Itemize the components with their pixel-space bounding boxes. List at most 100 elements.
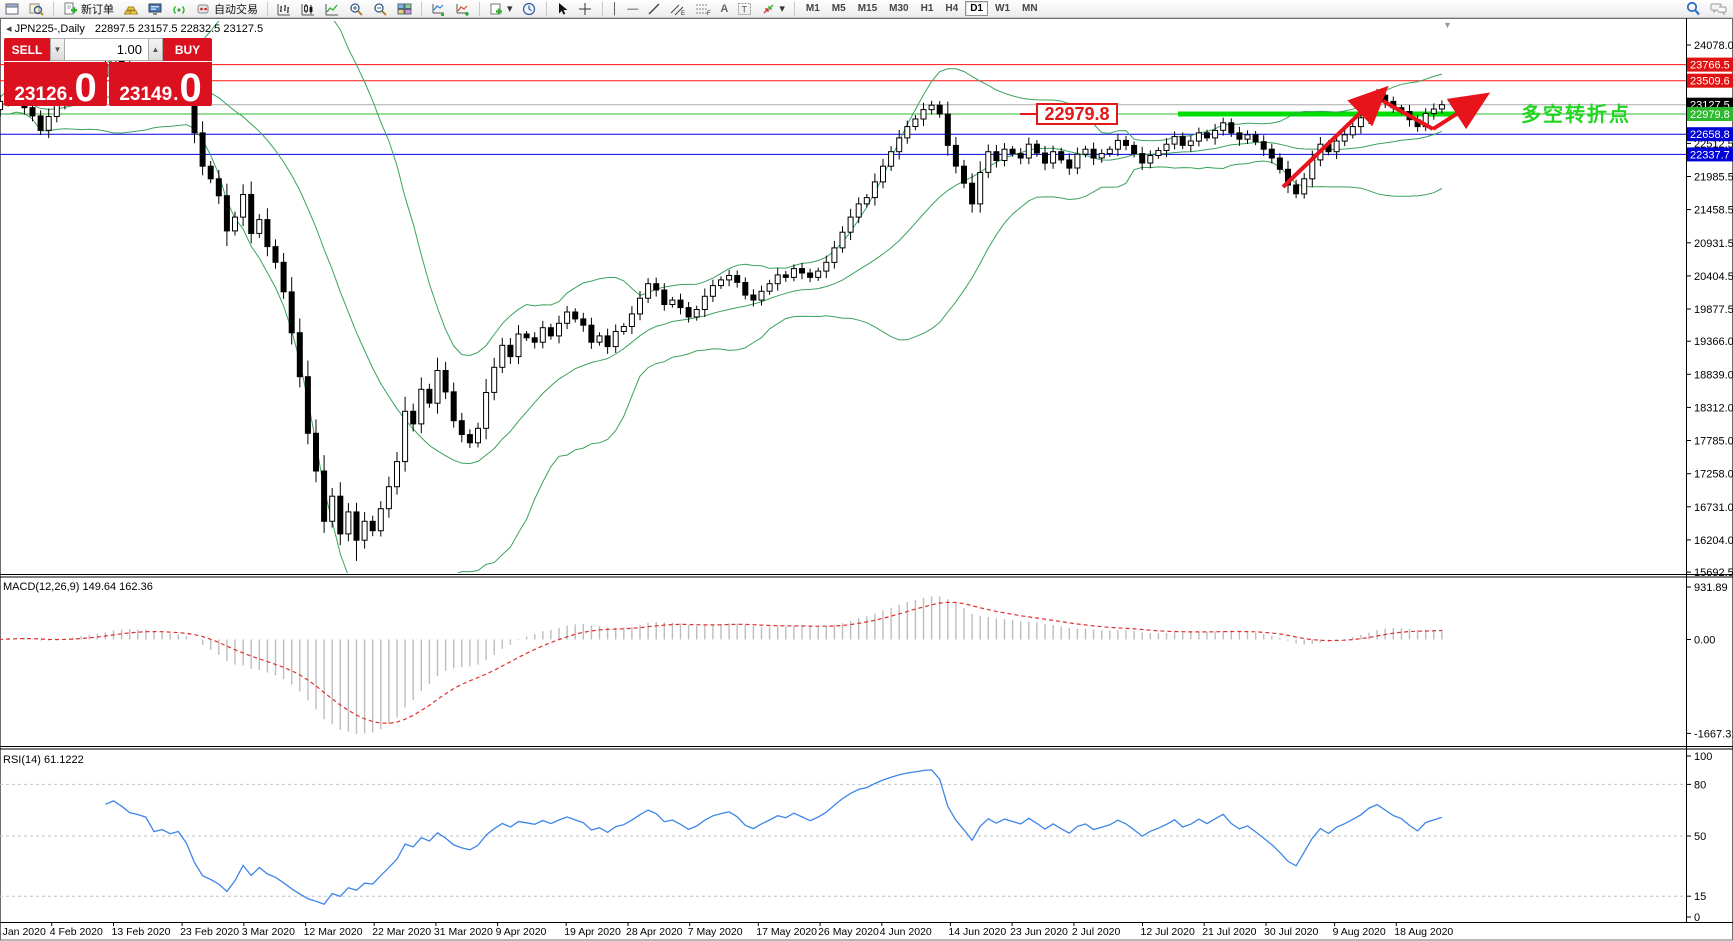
- chat-button[interactable]: [1707, 0, 1731, 18]
- price-axis[interactable]: 24078.022512.521985.521458.520931.520404…: [1686, 18, 1733, 924]
- vertical-line-icon: │: [611, 2, 619, 15]
- price-tick-label: 16731.0: [1694, 502, 1733, 514]
- sell-price-main: 23126: [14, 84, 68, 105]
- timeframe-h4-button[interactable]: H4: [945, 3, 959, 14]
- chart-window-title: ◂ JPN225-,Daily 22897.5 23157.5 22832.5 2…: [6, 22, 263, 35]
- chart-ohlc-values: 22897.5 23157.5 22832.5 23127.5: [94, 23, 264, 35]
- price-tick-label: 16204.0: [1694, 535, 1733, 547]
- buy-price-display[interactable]: 23149. 0: [109, 62, 212, 110]
- buy-button[interactable]: BUY: [163, 38, 212, 61]
- tile-windows-icon: [397, 2, 412, 16]
- date-tick-label: 30 Jul 2020: [1264, 926, 1318, 938]
- text-tool-button[interactable]: A: [717, 0, 731, 18]
- date-tick-label: 26 Jan 2020: [0, 926, 46, 938]
- price-tick-label: 20404.5: [1694, 271, 1733, 283]
- price-badge-label: 23509.6: [1690, 76, 1730, 88]
- timeframe-mn-button[interactable]: MN: [1022, 3, 1038, 14]
- buy-price-pips: 0: [179, 66, 202, 110]
- date-tick-label: 14 Jun 2020: [948, 926, 1006, 938]
- timeframe-h1-button[interactable]: H1: [920, 3, 934, 14]
- price-tick-label: 18312.0: [1694, 402, 1733, 414]
- trendline-tool-button[interactable]: [644, 0, 664, 18]
- timeframe-w1-button[interactable]: W1: [995, 3, 1010, 14]
- date-tick-label: 7 May 2020: [688, 926, 743, 938]
- date-tick-label: 17 May 2020: [756, 926, 817, 938]
- period-button[interactable]: [519, 0, 540, 18]
- autotrading-icon: [196, 2, 211, 16]
- arrows-icon: [761, 2, 776, 16]
- fibonacci-tool-button[interactable]: F: [692, 0, 714, 18]
- price-badge: [1687, 147, 1733, 162]
- bar-chart-button[interactable]: [274, 0, 295, 18]
- date-tick-label: 23 Feb 2020: [180, 926, 239, 938]
- timeframe-m5-button[interactable]: M5: [831, 3, 846, 14]
- text-icon: A: [720, 2, 729, 15]
- trendline-icon: [647, 2, 661, 16]
- line-chart-button[interactable]: [322, 0, 343, 18]
- rsi-tick-label: 100: [1694, 751, 1712, 763]
- timeframe-m1-button[interactable]: M1: [805, 3, 820, 14]
- add-indicator-button[interactable]: ▾: [486, 0, 516, 18]
- fibonacci-icon: F: [695, 2, 711, 16]
- arrows-tool-button[interactable]: ▾: [758, 0, 788, 18]
- sell-button[interactable]: SELL: [4, 38, 50, 61]
- svg-text:T: T: [742, 4, 748, 14]
- tile-windows-button[interactable]: [394, 0, 415, 18]
- search-icon: [1685, 1, 1701, 16]
- turning-point-annotation: 多空转折点: [1521, 104, 1631, 126]
- timeframe-d1-button[interactable]: D1: [965, 1, 988, 16]
- hline-tool-button[interactable]: —: [624, 0, 641, 18]
- cursor-tool-button[interactable]: [553, 0, 572, 18]
- clock-icon: [522, 2, 537, 16]
- rsi-tick-label: 80: [1694, 779, 1706, 791]
- dropdown-caret-icon: ▾: [779, 2, 785, 15]
- crosshair-tool-button[interactable]: [575, 0, 596, 18]
- profiles-button[interactable]: [26, 0, 47, 18]
- new-order-label: 新订单: [81, 3, 114, 16]
- volume-increase-button[interactable]: ▲: [148, 38, 163, 61]
- chart-title-icon: ◂: [6, 23, 15, 35]
- timeframe-m15-button[interactable]: M15: [857, 3, 878, 14]
- candle-chart-button[interactable]: [298, 0, 319, 18]
- horizontal-line-icon: —: [627, 2, 639, 15]
- price-badge-label: 22658.8: [1690, 129, 1730, 141]
- zoom-out-button[interactable]: [370, 0, 391, 18]
- price-tick-label: 21458.5: [1694, 205, 1733, 217]
- channel-tool-button[interactable]: E: [667, 0, 689, 18]
- timeframe-m30-button[interactable]: M30: [889, 3, 909, 14]
- price-tick-label: 15692.5: [1694, 567, 1733, 579]
- search-button[interactable]: [1682, 0, 1704, 18]
- panel-collapse-caret-icon[interactable]: ▼: [1443, 20, 1452, 30]
- price-callout-label: 22979.8: [1036, 103, 1118, 125]
- toolbar: 新订单 自动交易 ▾ │ — E F A T ▾ M1 M5 M1: [0, 0, 1733, 18]
- zoom-in-button[interactable]: [346, 0, 367, 18]
- indicator-list-button[interactable]: [452, 0, 473, 18]
- label-tool-button[interactable]: T: [734, 0, 755, 18]
- candle-chart-icon: [301, 2, 316, 16]
- market-button[interactable]: [120, 0, 142, 18]
- date-tick-label: 31 Mar 2020: [434, 926, 493, 938]
- toolbar-separator: [793, 1, 795, 16]
- macd-indicator-pane: MACD(12,26,9) 149.64 162.36: [0, 581, 1443, 734]
- indicator-window-button[interactable]: [428, 0, 449, 18]
- one-click-trading-panel: SELL ▼ 1.00 ▲ BUY 23126. 0 23149. 0: [4, 38, 212, 110]
- candles-layer: [0, 51, 1445, 561]
- signals-button[interactable]: [169, 0, 190, 18]
- sell-price-display[interactable]: 23126. 0: [4, 62, 107, 108]
- terminal-button[interactable]: [145, 0, 166, 18]
- chart-area[interactable]: MACD(12,26,9) 149.64 162.36 RSI(14) 61.12…: [0, 18, 1733, 941]
- price-tick-label: 21985.5: [1694, 172, 1733, 184]
- price-tick-label: 18839.0: [1694, 369, 1733, 381]
- volume-decrease-button[interactable]: ▼: [50, 38, 65, 61]
- macd-tick-label: -1667.31: [1694, 728, 1733, 740]
- chart-window-button[interactable]: [2, 0, 23, 18]
- date-axis[interactable]: 26 Jan 2020 4 Feb 2020 13 Feb 2020 23 Feb 2…: [0, 922, 1733, 938]
- pane-separator[interactable]: [0, 746, 1733, 750]
- volume-input[interactable]: 1.00: [65, 38, 148, 61]
- autotrading-button[interactable]: 自动交易: [193, 0, 261, 18]
- new-order-button[interactable]: 新订单: [60, 0, 117, 18]
- price-badge-label: 22337.7: [1690, 149, 1730, 161]
- vline-tool-button[interactable]: │: [609, 0, 622, 18]
- pane-separator[interactable]: [0, 574, 1733, 578]
